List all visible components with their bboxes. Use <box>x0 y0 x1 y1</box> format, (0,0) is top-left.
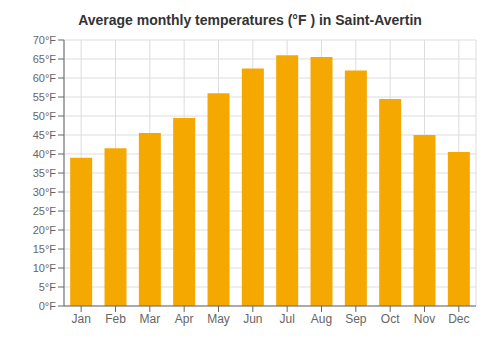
svg-text:5°F: 5°F <box>39 281 57 293</box>
svg-text:Mar: Mar <box>139 312 160 326</box>
svg-text:0°F: 0°F <box>39 300 57 312</box>
svg-text:70°F: 70°F <box>33 34 57 46</box>
svg-text:Oct: Oct <box>381 312 400 326</box>
svg-text:10°F: 10°F <box>33 262 57 274</box>
svg-text:Feb: Feb <box>105 312 126 326</box>
svg-text:40°F: 40°F <box>33 148 57 160</box>
svg-text:Jun: Jun <box>243 312 262 326</box>
svg-text:Aug: Aug <box>311 312 332 326</box>
html-text:Average monthly temperatures (: Average monthly temperatures (°F ) in Sa… <box>78 12 422 28</box>
svg-text:Dec: Dec <box>448 312 469 326</box>
svg-text:20°F: 20°F <box>33 224 57 236</box>
svg-text:30°F: 30°F <box>33 186 57 198</box>
svg-text:50°F: 50°F <box>33 110 57 122</box>
svg-text:Nov: Nov <box>414 312 435 326</box>
svg-text:May: May <box>207 312 230 326</box>
svg-text:65°F: 65°F <box>33 53 57 65</box>
svg-text:60°F: 60°F <box>33 72 57 84</box>
svg-text:35°F: 35°F <box>33 167 57 179</box>
svg-text:55°F: 55°F <box>33 91 57 103</box>
svg-text:Apr: Apr <box>175 312 194 326</box>
svg-text:45°F: 45°F <box>33 129 57 141</box>
svg-text:Sep: Sep <box>345 312 367 326</box>
svg-text:Jul: Jul <box>279 312 294 326</box>
svg-text:25°F: 25°F <box>33 205 57 217</box>
svg-text:15°F: 15°F <box>33 243 57 255</box>
svg-text:Jan: Jan <box>71 312 90 326</box>
